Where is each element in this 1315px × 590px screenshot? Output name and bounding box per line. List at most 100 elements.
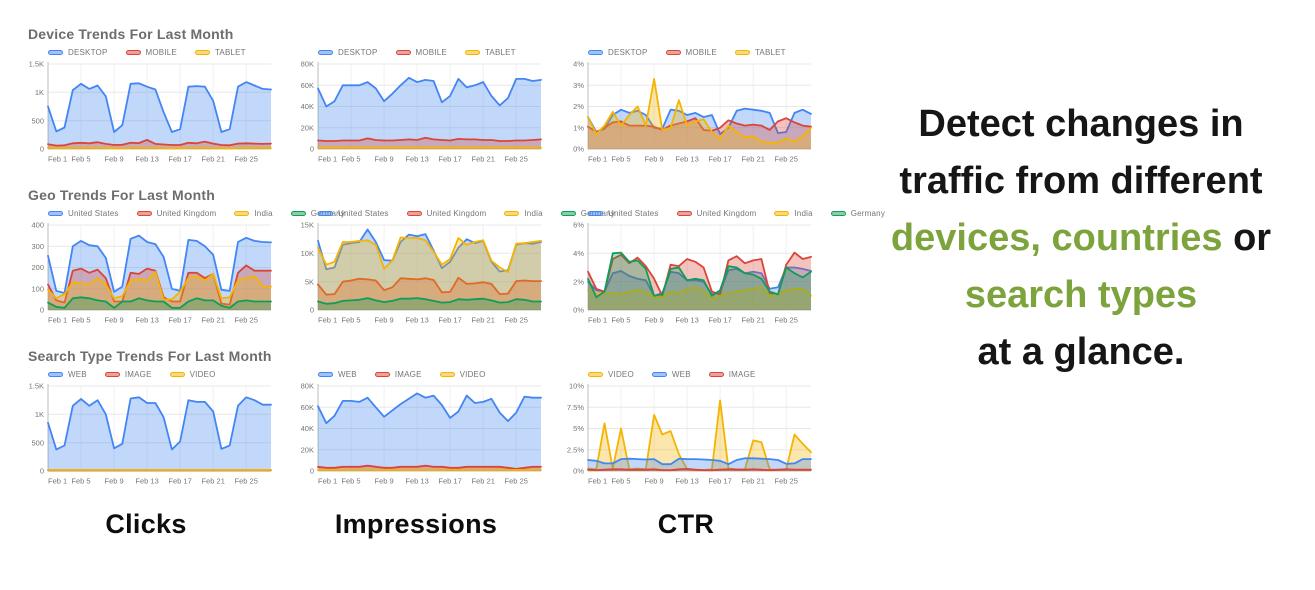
legend-swatch-icon	[374, 372, 390, 377]
svg-text:Feb 9: Feb 9	[105, 477, 124, 486]
legend-label: TABLET	[754, 48, 786, 57]
series-line-germany	[47, 296, 272, 309]
svg-text:Feb 5: Feb 5	[611, 477, 630, 486]
svg-text:80K: 80K	[301, 60, 314, 69]
svg-text:0: 0	[310, 467, 314, 476]
legend-item-germany: Germany	[830, 209, 885, 218]
svg-text:0%: 0%	[573, 467, 584, 476]
series-line-tablet	[587, 78, 812, 144]
legend-item-image: IMAGE	[104, 370, 152, 379]
legend-label: DESKTOP	[608, 48, 648, 57]
svg-text:10K: 10K	[301, 249, 314, 258]
svg-text:80K: 80K	[301, 382, 314, 391]
svg-text:Feb 21: Feb 21	[472, 155, 495, 164]
svg-text:Feb 1: Feb 1	[48, 477, 67, 486]
charts-panel: Device Trends For Last Month DESKTOP MOBIL…	[16, 26, 885, 539]
legend-swatch-icon	[588, 211, 603, 216]
chart-plot: Feb 1 Feb 5 Feb 9 Feb 13 Feb 17 Feb 21 Feb 25 0…	[573, 60, 812, 164]
legend-item-tablet: TABLET	[464, 48, 516, 57]
svg-text:Feb 5: Feb 5	[341, 477, 360, 486]
series-line-india	[587, 286, 812, 300]
legend-label: VIDEO	[189, 370, 216, 379]
legend-swatch-icon	[104, 372, 120, 377]
headline-line-2: traffic from different	[836, 153, 1315, 210]
legend-item-desktop: DESKTOP	[588, 48, 648, 57]
chart-searchtype-ctr: VIDEO WEB IMAGE Feb 1 Feb 5 Feb 9 Feb 13 Feb 17…	[556, 370, 816, 496]
svg-text:Feb 17: Feb 17	[168, 155, 191, 164]
geo-trends-row: Geo Trends For Last Month United States Un…	[16, 187, 885, 335]
svg-text:Feb 17: Feb 17	[708, 477, 731, 486]
legend-swatch-icon	[439, 372, 455, 377]
legend-label: India	[794, 209, 813, 218]
svg-text:4%: 4%	[573, 249, 584, 258]
svg-text:Feb 21: Feb 21	[202, 316, 225, 325]
svg-text:Feb 25: Feb 25	[775, 477, 798, 486]
legend-swatch-icon	[464, 50, 480, 55]
svg-text:Feb 25: Feb 25	[505, 316, 528, 325]
series-area-united-states	[318, 229, 541, 310]
headline-panel: Detect changes in traffic from different…	[836, 0, 1315, 590]
series-line-web	[587, 457, 812, 466]
legend-label: United Kingdom	[426, 209, 487, 218]
legend-swatch-icon	[318, 50, 333, 55]
svg-text:Feb 1: Feb 1	[318, 477, 337, 486]
chart-plot: Feb 1 Feb 5 Feb 9 Feb 13 Feb 17 Feb 21 Feb 25 0…	[301, 221, 542, 325]
svg-text:Feb 13: Feb 13	[675, 477, 698, 486]
series-line-germany	[317, 297, 542, 305]
legend-item-india: India	[774, 209, 813, 218]
svg-text:2%: 2%	[573, 102, 584, 111]
svg-text:1%: 1%	[573, 123, 584, 132]
series-area-united-kingdom	[318, 277, 541, 310]
svg-text:Feb 9: Feb 9	[645, 477, 664, 486]
legend-label: VIDEO	[459, 370, 486, 379]
svg-text:Feb 13: Feb 13	[135, 477, 158, 486]
series-area-germany	[48, 297, 271, 310]
series-line-united-kingdom	[317, 276, 542, 296]
legend-item-web: WEB	[318, 370, 357, 379]
legend-label: IMAGE	[728, 370, 756, 379]
legend-label: United Kingdom	[696, 209, 757, 218]
chart-device-ctr: DESKTOP MOBILE TABLET Feb 1 Feb 5 Feb 9 Feb 13…	[556, 48, 816, 174]
chart-legend: VIDEO WEB IMAGE	[588, 370, 816, 379]
svg-text:Feb 13: Feb 13	[675, 316, 698, 325]
headline-line-3: devices, countries or	[836, 210, 1315, 267]
svg-text:Feb 13: Feb 13	[675, 155, 698, 164]
svg-text:Feb 1: Feb 1	[588, 316, 607, 325]
legend-item-mobile: MOBILE	[395, 48, 447, 57]
svg-text:Feb 9: Feb 9	[375, 155, 394, 164]
series-area-desktop	[318, 77, 541, 149]
series-line-desktop	[587, 107, 812, 135]
svg-text:Feb 21: Feb 21	[202, 155, 225, 164]
legend-swatch-icon	[48, 50, 63, 55]
svg-text:Feb 5: Feb 5	[611, 316, 630, 325]
svg-text:300: 300	[31, 242, 44, 251]
svg-text:400: 400	[31, 221, 44, 230]
chart-title: Geo Trends For Last Month	[28, 187, 216, 203]
svg-text:Feb 5: Feb 5	[71, 155, 90, 164]
legend-swatch-icon	[676, 211, 692, 216]
svg-text:Feb 25: Feb 25	[235, 316, 258, 325]
legend-item-india: India	[504, 209, 543, 218]
legend-item-video: VIDEO	[169, 370, 216, 379]
column-label-clicks: Clicks	[105, 509, 187, 539]
legend-swatch-icon	[48, 372, 63, 377]
legend-label: WEB	[671, 370, 691, 379]
svg-text:Feb 21: Feb 21	[742, 477, 765, 486]
svg-text:100: 100	[31, 284, 44, 293]
chart-searchtype-clicks: Search Type Trends For Last Month WEB IMAG…	[16, 348, 276, 496]
chart-plot: Feb 1 Feb 5 Feb 9 Feb 13 Feb 17 Feb 21 Feb 25 0…	[567, 382, 812, 486]
svg-text:Feb 13: Feb 13	[405, 155, 428, 164]
svg-text:Feb 5: Feb 5	[341, 155, 360, 164]
chart-legend: DESKTOP MOBILE TABLET	[48, 48, 276, 57]
legend-label: India	[254, 209, 273, 218]
headline: Detect changes in traffic from different…	[836, 96, 1315, 590]
svg-text:Feb 1: Feb 1	[318, 155, 337, 164]
series-area-desktop	[48, 82, 271, 149]
legend-label: DESKTOP	[338, 48, 378, 57]
chart-legend: WEB IMAGE VIDEO	[48, 370, 276, 379]
svg-text:Feb 1: Feb 1	[318, 316, 337, 325]
chart-plot: Feb 1 Feb 5 Feb 9 Feb 13 Feb 17 Feb 21 Feb 25 0…	[301, 60, 542, 164]
legend-item-desktop: DESKTOP	[48, 48, 108, 57]
